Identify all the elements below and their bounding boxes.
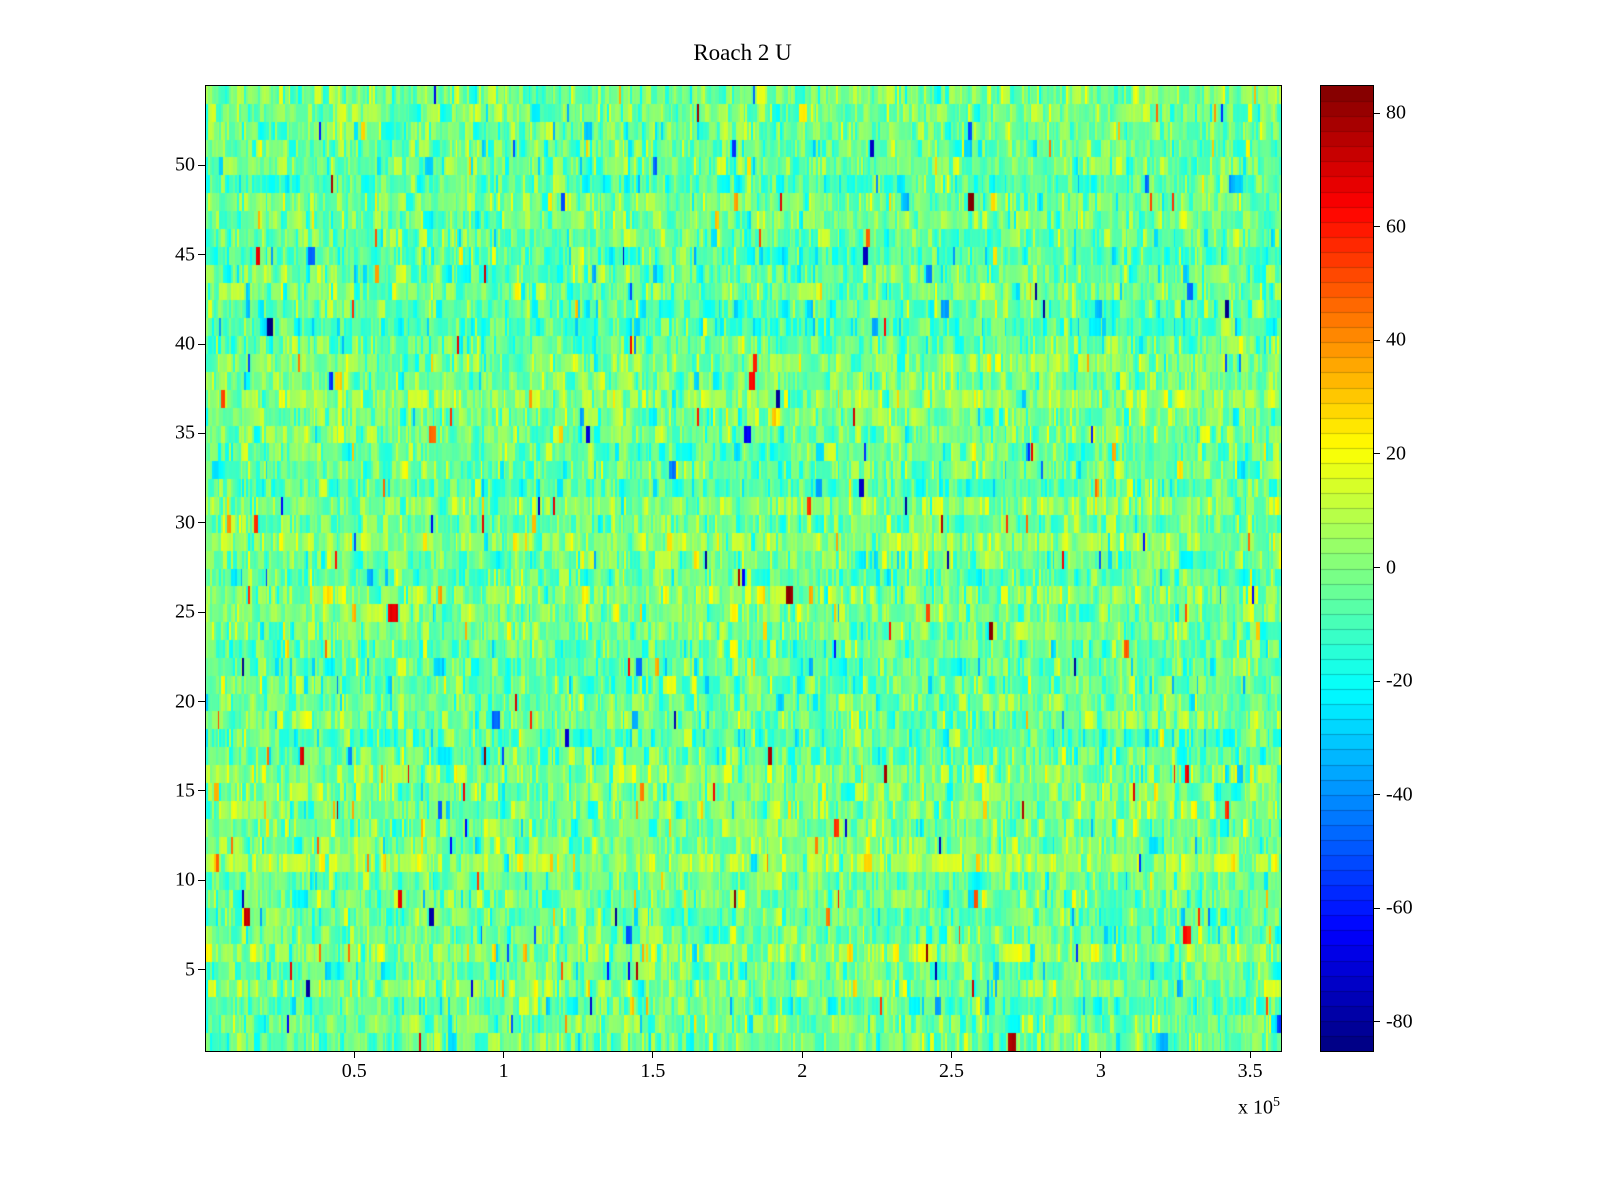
colorbar-tick-mark xyxy=(1374,567,1380,568)
x-tick-mark xyxy=(652,1051,654,1058)
y-tick-label: 15 xyxy=(175,779,195,802)
x-tick-label: 2 xyxy=(797,1060,808,1082)
y-tick-mark xyxy=(198,879,205,881)
colorbar-tick-label: 60 xyxy=(1386,215,1406,238)
colorbar-tick-label: 80 xyxy=(1386,101,1406,124)
y-tick-label: 50 xyxy=(175,153,195,176)
colorbar-tick-mark xyxy=(1374,453,1380,455)
plot-area xyxy=(205,85,1282,1052)
colorbar-tick-mark xyxy=(1374,1021,1380,1023)
x-tick-mark xyxy=(1100,1051,1102,1058)
colorbar-tick-mark xyxy=(1374,226,1380,228)
x-tick-label: 1.5 xyxy=(640,1060,666,1082)
y-tick-label: 10 xyxy=(175,868,195,891)
x-tick-label: 0.5 xyxy=(341,1060,367,1082)
y-tick-mark xyxy=(198,432,205,434)
colorbar-tick-mark xyxy=(1374,680,1380,682)
colorbar-canvas xyxy=(1321,86,1373,1051)
colorbar-tick-mark xyxy=(1374,907,1380,909)
colorbar-tick-mark xyxy=(1374,339,1380,341)
y-tick-label: 40 xyxy=(175,332,195,355)
x-tick-mark xyxy=(801,1051,803,1058)
heatmap-canvas xyxy=(206,86,1281,1051)
x-tick-label: 1 xyxy=(498,1060,509,1082)
colorbar xyxy=(1320,85,1374,1052)
y-tick-label: 5 xyxy=(185,958,195,981)
colorbar-tick-label: 0 xyxy=(1386,556,1396,578)
colorbar-tick-label: -40 xyxy=(1386,783,1413,806)
x-axis-multiplier-exponent: 5 xyxy=(1273,1095,1280,1110)
y-tick-label: 20 xyxy=(175,690,195,713)
x-tick-label: 3.5 xyxy=(1237,1060,1263,1082)
colorbar-tick-label: -80 xyxy=(1386,1010,1413,1033)
colorbar-tick-label: -60 xyxy=(1386,896,1413,919)
y-tick-mark xyxy=(198,522,205,524)
y-tick-label: 35 xyxy=(175,421,195,444)
y-tick-mark xyxy=(198,701,205,703)
colorbar-tick-label: 20 xyxy=(1386,442,1406,465)
colorbar-tick-mark xyxy=(1374,112,1380,114)
colorbar-tick-label: 40 xyxy=(1386,328,1406,351)
x-tick-label: 2.5 xyxy=(939,1060,965,1082)
x-axis-multiplier: x 105 xyxy=(1130,1095,1280,1120)
x-tick-mark xyxy=(951,1051,953,1058)
y-tick-mark xyxy=(198,164,205,166)
y-tick-mark xyxy=(198,343,205,345)
y-tick-label: 45 xyxy=(175,243,195,266)
y-tick-mark xyxy=(198,969,205,971)
y-tick-mark xyxy=(198,254,205,256)
y-tick-label: 30 xyxy=(175,511,195,534)
colorbar-tick-label: -20 xyxy=(1386,669,1413,692)
colorbar-tick-mark xyxy=(1374,794,1380,796)
x-axis-multiplier-base: x 10 xyxy=(1238,1096,1273,1119)
y-tick-label: 25 xyxy=(175,600,195,623)
x-tick-mark xyxy=(1249,1051,1251,1058)
x-tick-mark xyxy=(353,1051,355,1058)
y-tick-mark xyxy=(198,790,205,792)
y-tick-mark xyxy=(198,611,205,613)
x-tick-mark xyxy=(503,1051,505,1058)
x-tick-label: 3 xyxy=(1095,1060,1106,1082)
chart-title: Roach 2 U xyxy=(693,40,792,65)
